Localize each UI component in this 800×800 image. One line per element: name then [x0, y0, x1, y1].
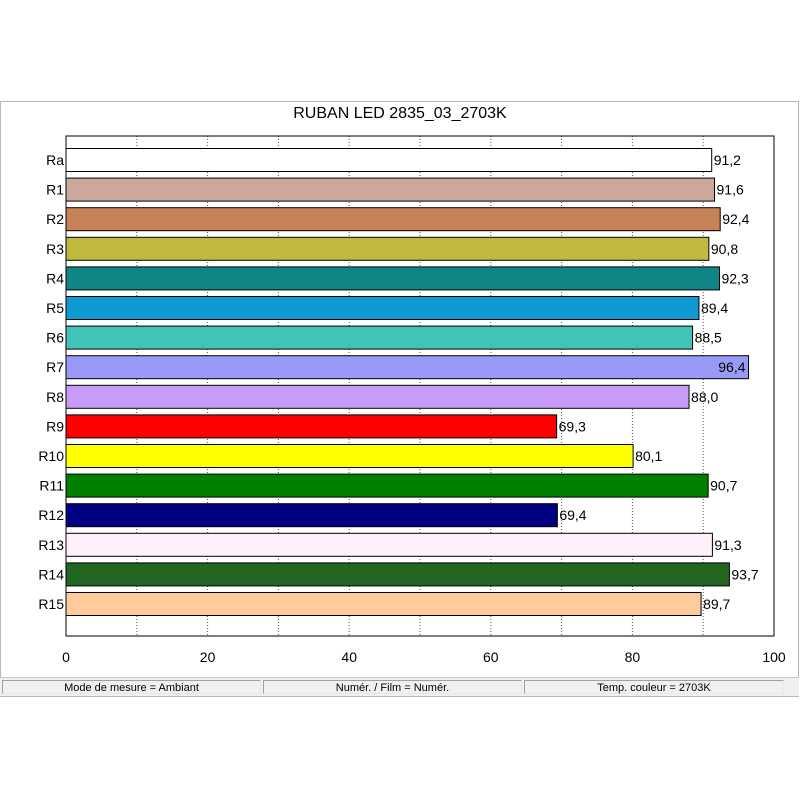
category-label: R12: [38, 507, 64, 523]
bar-r2: [65, 207, 721, 232]
bar-r9: [65, 414, 558, 439]
x-tick-label: 0: [62, 649, 70, 665]
bar-r1: [65, 177, 716, 202]
x-tick-label: 20: [200, 649, 216, 665]
category-label: R13: [38, 537, 64, 553]
value-label: 96,4: [718, 359, 745, 375]
value-label: 91,2: [714, 152, 741, 168]
value-label: 89,7: [703, 596, 730, 612]
bar-r4: [65, 266, 720, 291]
value-label: 90,8: [711, 241, 738, 257]
status-bar: Mode de mesure = Ambiant Numér. / Film =…: [0, 677, 799, 696]
category-label: R5: [46, 300, 64, 316]
category-label: R1: [46, 182, 64, 198]
category-label: R15: [38, 596, 64, 612]
labels: 0 20 40 60 80 100 Ra 91,2 R1 91,6 R2 92,4 R3 90,8 R4 92…: [38, 152, 786, 665]
category-label: R3: [46, 241, 64, 257]
category-label: R14: [38, 566, 64, 582]
bar-r15: [65, 592, 702, 616]
value-label: 88,5: [695, 330, 722, 346]
x-tick-label: 80: [625, 649, 641, 665]
value-label: 90,7: [710, 478, 737, 494]
bar-r5: [65, 296, 700, 320]
category-label: R2: [46, 211, 64, 227]
bar-r11: [65, 473, 709, 498]
bar-r13: [65, 532, 713, 557]
value-label: 91,3: [714, 537, 741, 553]
category-label: R8: [46, 389, 64, 405]
bar-r3: [65, 236, 710, 261]
category-label: R7: [46, 359, 64, 375]
value-label: 88,0: [691, 389, 718, 405]
chart-title: RUBAN LED 2835_03_2703K: [293, 105, 507, 122]
status-color-temp: Temp. couleur = 2703K: [524, 680, 784, 694]
category-label: R6: [46, 330, 64, 346]
value-label: 93,7: [731, 566, 758, 582]
status-film: Numér. / Film = Numér.: [263, 680, 522, 694]
bar-r10: [65, 444, 634, 468]
status-measure-mode: Mode de mesure = Ambiant: [2, 680, 261, 694]
bar-ra: [65, 148, 713, 172]
category-label: R10: [38, 448, 64, 464]
bar-r6: [65, 325, 694, 350]
x-tick-label: 40: [341, 649, 357, 665]
category-label: Ra: [46, 152, 64, 168]
value-label: 92,3: [721, 270, 748, 286]
value-label: 92,4: [722, 211, 749, 227]
value-label: 89,4: [701, 300, 728, 316]
category-label: R4: [46, 270, 64, 286]
value-label: 69,4: [559, 507, 586, 523]
bar-r12: [65, 503, 558, 528]
bars: [65, 148, 750, 616]
bar-r8: [65, 384, 690, 409]
bar-r14: [65, 562, 730, 587]
value-label: 91,6: [717, 182, 744, 198]
category-label: R11: [39, 478, 64, 494]
value-label: 69,3: [559, 418, 586, 434]
category-label: R9: [46, 418, 64, 434]
x-tick-label: 100: [762, 649, 786, 665]
value-label: 80,1: [635, 448, 662, 464]
bar-r7: [65, 355, 750, 380]
x-tick-label: 60: [483, 649, 499, 665]
